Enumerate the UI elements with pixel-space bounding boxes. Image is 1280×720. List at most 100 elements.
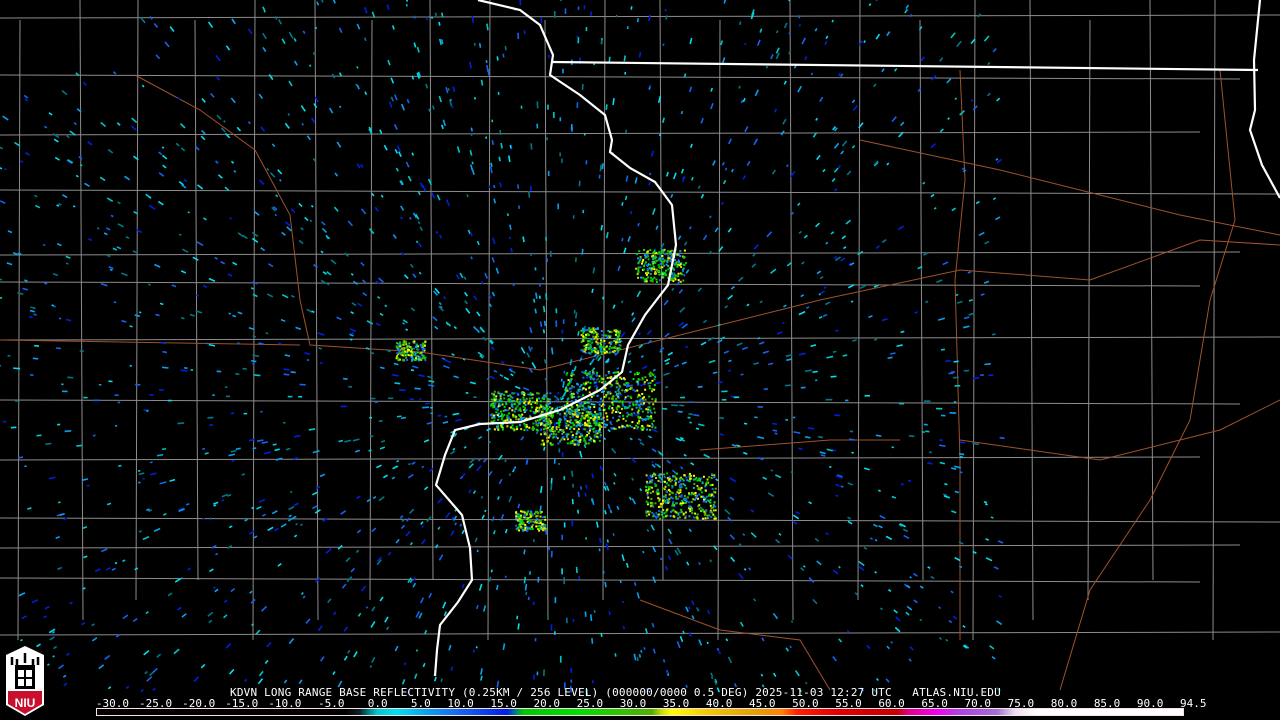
echo	[178, 507, 185, 511]
echo	[396, 459, 400, 463]
echo	[390, 96, 394, 102]
echo-cell	[674, 483, 677, 486]
echo	[478, 583, 483, 591]
echo-cell	[415, 358, 418, 361]
echo-cell	[583, 437, 586, 440]
echo	[996, 158, 1003, 164]
echo-cell	[688, 474, 691, 477]
echo-cell	[645, 485, 648, 488]
echo	[395, 167, 399, 172]
echo-cell	[647, 276, 650, 279]
echo	[759, 28, 763, 33]
echo	[498, 156, 501, 162]
echo-cell	[529, 520, 532, 523]
echo-cell	[523, 511, 526, 514]
echo-cell	[506, 425, 509, 428]
echo-cell	[548, 400, 551, 403]
echo-cell	[621, 378, 624, 381]
echo-cell	[492, 414, 495, 417]
echo-cell	[565, 433, 568, 436]
echo	[475, 328, 480, 334]
echo	[721, 201, 724, 205]
echo	[939, 444, 946, 448]
echo	[891, 495, 897, 499]
echo-cell	[653, 472, 656, 475]
echo	[451, 105, 454, 109]
echo-cell	[619, 376, 622, 379]
echo-cell	[678, 477, 681, 480]
echo	[712, 160, 716, 166]
echo-cell	[538, 397, 541, 400]
echo-cell	[416, 348, 419, 351]
echo	[848, 438, 855, 441]
county-line	[857, 0, 861, 601]
echo	[161, 154, 168, 160]
echo	[833, 142, 840, 149]
echo	[349, 328, 357, 333]
echo-cell	[714, 517, 717, 520]
echo	[801, 37, 806, 45]
echo-cell	[671, 253, 674, 256]
echo-cell	[649, 273, 652, 276]
echo	[688, 86, 693, 93]
echo-cell	[561, 409, 564, 412]
echo	[893, 609, 898, 614]
echo-cell	[547, 414, 550, 417]
echo-cell	[622, 417, 625, 420]
echo	[989, 645, 995, 650]
echo	[452, 412, 460, 416]
echo-cell	[575, 421, 578, 424]
echo-cell	[668, 250, 671, 253]
echo-cell	[712, 513, 715, 516]
echo	[356, 84, 360, 90]
echo	[675, 280, 681, 286]
echo	[786, 358, 792, 362]
echo	[970, 38, 976, 45]
echo-cell	[570, 430, 573, 433]
echo	[160, 341, 167, 345]
echo-cell	[551, 443, 554, 446]
echo-cell	[543, 398, 546, 401]
echo-cell	[641, 403, 644, 406]
echo	[459, 272, 464, 279]
echo-cell	[491, 416, 494, 419]
echo-cell	[627, 425, 630, 428]
echo-cell	[588, 340, 591, 343]
echo-cell	[634, 403, 637, 406]
echo-cell	[614, 427, 617, 430]
echo	[242, 235, 248, 240]
echo	[920, 56, 925, 62]
echo	[374, 206, 379, 212]
echo	[678, 288, 683, 294]
echo-cell	[491, 392, 494, 395]
echo-cell	[643, 280, 646, 283]
echo-cell	[665, 501, 668, 504]
echo-cell	[621, 400, 624, 403]
echo	[996, 97, 1001, 102]
echo-cell	[711, 473, 714, 476]
echo-cell	[658, 273, 661, 276]
echo	[454, 522, 458, 526]
echo-cell	[587, 346, 590, 349]
echo-cell	[580, 417, 583, 420]
echo-cell	[596, 416, 599, 419]
echo-cell	[651, 511, 654, 514]
echo-cell	[692, 478, 695, 481]
echo	[590, 403, 596, 406]
echo-cell	[498, 403, 501, 406]
echo	[756, 39, 761, 46]
echo-cell	[661, 257, 664, 260]
echo-cell	[524, 527, 527, 530]
echo	[476, 240, 480, 246]
echo-cell	[412, 347, 415, 350]
echo	[664, 332, 670, 338]
echo	[288, 506, 295, 511]
echo-cell	[513, 428, 516, 431]
echo-cell	[649, 505, 652, 508]
echo-cell	[605, 350, 608, 353]
echo-cell	[656, 269, 659, 272]
echo	[66, 652, 70, 657]
echo	[346, 576, 353, 583]
echo	[149, 16, 153, 20]
echo-cell	[673, 505, 676, 508]
